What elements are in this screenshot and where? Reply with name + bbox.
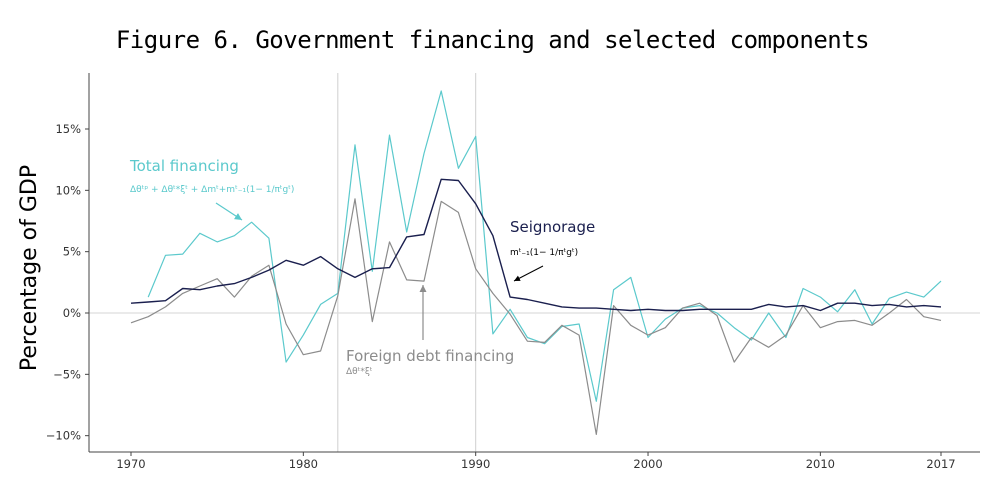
series-line-foreign-debt-financing	[130, 198, 942, 435]
annotation-foreign-debt-label: Foreign debt financing	[346, 347, 514, 365]
y-axis-label: Percentage of GDP	[17, 165, 42, 371]
y-tick-label: 15%	[55, 122, 81, 136]
y-tick-label: 5%	[63, 245, 81, 259]
y-tick-label: 0%	[63, 306, 81, 320]
annotation-foreign-debt-formula: Δθᵗ*ξᵗ	[346, 367, 373, 377]
series-line-total-financing	[147, 90, 942, 402]
x-tick-label: 1990	[461, 457, 490, 471]
series-line-seignorage	[130, 178, 942, 312]
x-tick-label: 1980	[289, 457, 318, 471]
chart-title: Figure 6. Government financing and selec…	[115, 26, 870, 54]
annotation-total-financing-label: Total financing	[129, 157, 239, 175]
x-tick-label: 2010	[806, 457, 835, 471]
y-tick-label: 10%	[55, 183, 81, 197]
annotation-total-financing-formula: Δθᵗᵖ + Δθᵗ*ξᵗ + Δmᵗ+mᵗ₋₁(1− 1/πᵗgᵗ)	[130, 185, 294, 195]
x-tick-label: 1970	[116, 457, 145, 471]
annotation-total-financing-arrow	[215, 202, 243, 221]
x-tick-label: 2000	[633, 457, 662, 471]
annotation-seignorage-formula: mᵗ₋₁(1− 1/πᵗgᵗ)	[510, 248, 578, 258]
y-tick-label: −10%	[46, 429, 81, 443]
annotation-seignorage-arrow	[513, 265, 544, 282]
x-tick-label: 2017	[926, 457, 955, 471]
y-tick-label: −5%	[53, 367, 81, 381]
annotation-seignorage-label: Seignorage	[510, 218, 595, 236]
